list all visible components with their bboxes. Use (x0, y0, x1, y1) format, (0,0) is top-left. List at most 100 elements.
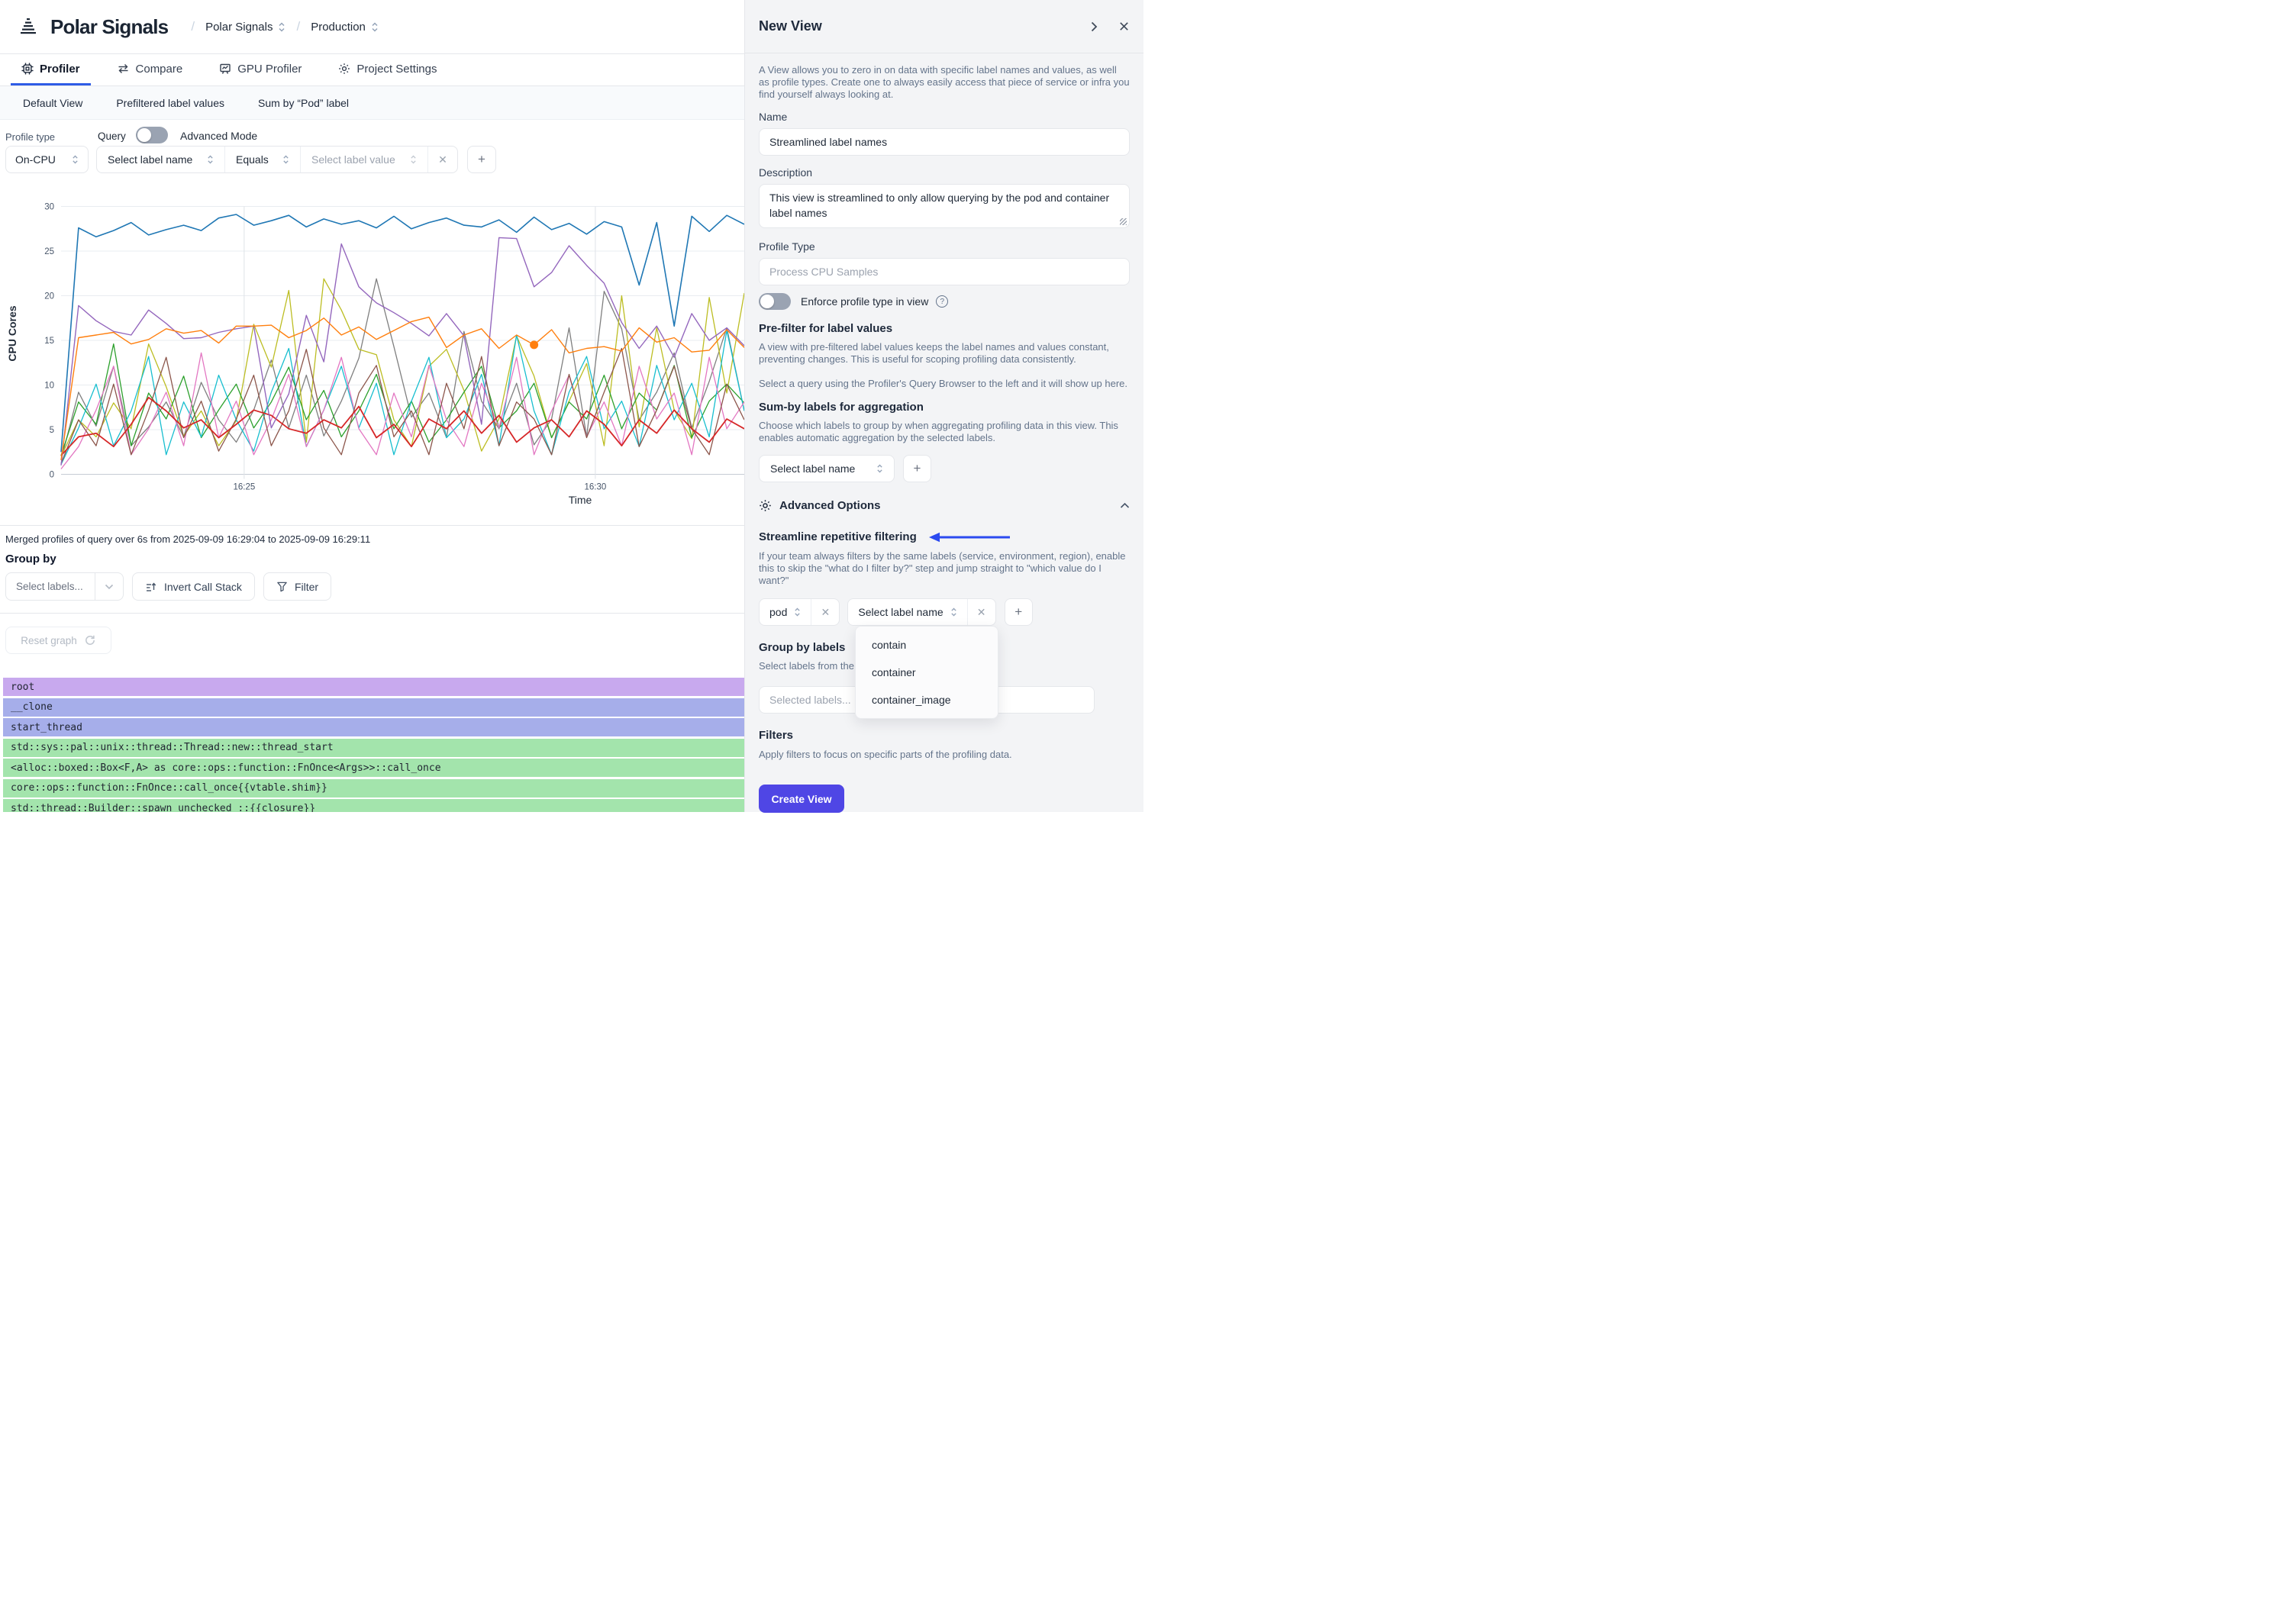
views-subtabbar: Default View Prefiltered label values Su… (0, 86, 744, 120)
close-icon (1120, 22, 1128, 31)
org-selector[interactable]: Polar Signals (205, 21, 285, 34)
filter-button[interactable]: Filter (263, 572, 332, 601)
name-label: Name (759, 111, 788, 123)
description-textarea[interactable]: This view is streamlined to only allow q… (759, 184, 1130, 228)
advanced-mode-label: Advanced Mode (180, 130, 258, 142)
svg-text:15: 15 (44, 337, 54, 346)
enforce-profile-type-label: Enforce profile type in view (801, 295, 929, 308)
label-name-select[interactable]: Select label name (97, 147, 225, 172)
project-name: Production (311, 20, 366, 34)
compare-icon (118, 64, 128, 73)
cpu-usage-chart[interactable]: 0 5 10 15 20 25 30 16:25 16:30 CPU Cores Time (0, 195, 744, 534)
subtab-prefiltered-label-values[interactable]: Prefiltered label values (116, 96, 224, 109)
panel-title: New View (759, 18, 822, 34)
tab-label: Compare (135, 62, 183, 76)
remove-matcher-button[interactable]: ✕ (438, 153, 447, 166)
profile-type-select[interactable]: On-CPU (5, 146, 89, 173)
invert-call-stack-label: Invert Call Stack (164, 580, 242, 593)
flame-row[interactable]: root (3, 678, 744, 696)
new-view-panel: New View A View allows you to zero in on… (744, 0, 1144, 813)
flame-row[interactable]: std::thread::Builder::spawn_unchecked_::… (3, 799, 744, 812)
section-divider (0, 613, 744, 614)
add-matcher-button[interactable]: + (467, 146, 496, 173)
close-panel-button[interactable] (1118, 21, 1130, 32)
chevron-down-icon[interactable] (95, 573, 123, 600)
profile-type-value: On-CPU (15, 153, 56, 166)
tab-gpu-profiler[interactable]: GPU Profiler (208, 54, 312, 85)
flame-row[interactable]: core::ops::function::FnOnce::call_once{{… (3, 778, 744, 798)
label-name-dropdown: contain container container_image (855, 626, 998, 719)
streamline-add-button[interactable]: + (1004, 598, 1033, 626)
tab-compare[interactable]: Compare (106, 54, 194, 85)
profile-type-input[interactable]: Process CPU Samples (759, 258, 1130, 285)
svg-text:5: 5 (50, 426, 54, 435)
dropdown-option[interactable]: contain (872, 639, 907, 651)
invert-call-stack-button[interactable]: Invert Call Stack (132, 572, 255, 601)
polar-signals-logo[interactable]: Polar Signals (17, 14, 169, 40)
collapse-panel-button[interactable] (1088, 21, 1100, 33)
enforce-profile-type-toggle[interactable] (759, 293, 791, 310)
query-row: On-CPU Select label name Equals Select l… (5, 146, 496, 173)
sort-chevrons-icon (279, 21, 285, 32)
panel-intro-text: A View allows you to zero in on data wit… (759, 64, 1130, 100)
sumby-label-select[interactable]: Select label name (759, 455, 895, 482)
flame-row[interactable]: <alloc::boxed::Box<F,A> as core::ops::fu… (3, 759, 744, 777)
tab-profiler[interactable]: Profiler (11, 54, 91, 85)
metrics-line-chart[interactable]: 0 5 10 15 20 25 30 16:25 16:30 (0, 195, 744, 534)
svg-text:10: 10 (44, 382, 54, 391)
query-label: Query (98, 130, 126, 142)
help-icon[interactable]: ? (936, 295, 949, 308)
remove-pod-button[interactable]: ✕ (811, 599, 839, 625)
description-label: Description (759, 166, 813, 179)
prefilter-title: Pre-filter for label values (759, 322, 893, 335)
name-input[interactable]: Streamlined label names (759, 128, 1130, 156)
merged-profiles-status: Merged profiles of query over 6s from 20… (5, 533, 371, 545)
select-labels-dropdown[interactable]: Select labels... (5, 572, 124, 601)
funnel-icon (277, 582, 287, 592)
label-value-placeholder: Select label value (311, 153, 395, 166)
pod-select[interactable]: pod (760, 599, 811, 625)
project-selector[interactable]: Production (311, 21, 379, 34)
create-view-button[interactable]: Create View (759, 785, 844, 813)
tab-label: Project Settings (356, 62, 437, 76)
y-axis-title: CPU Cores (6, 305, 18, 362)
sort-chevrons-icon (950, 607, 956, 617)
label-value-select[interactable]: Select label value (301, 147, 428, 172)
flame-row[interactable]: std::sys::pal::unix::thread::Thread::new… (3, 738, 744, 757)
dropdown-option[interactable]: container_image (872, 694, 951, 706)
streamline-label-select[interactable]: Select label name (848, 599, 966, 625)
advanced-options-toggle[interactable]: Advanced Options (759, 499, 1130, 512)
profile-type-label: Profile Type (759, 240, 815, 253)
sort-chevrons-icon (372, 21, 378, 32)
label-matcher-group: Select label name Equals Select label va… (96, 146, 458, 173)
remove-label-button[interactable]: ✕ (966, 599, 995, 625)
chevron-up-icon (1120, 502, 1130, 508)
filter-chip-new: Select label name ✕ (847, 598, 996, 626)
streamline-heading-row: Streamline repetitive filtering (759, 530, 1130, 543)
groupby-labels-title: Group by labels (759, 641, 846, 654)
sort-chevrons-icon (283, 155, 289, 164)
breadcrumb: / Polar Signals / Production (180, 19, 379, 34)
filters-title: Filters (759, 729, 794, 742)
advanced-mode-toggle[interactable] (136, 127, 168, 143)
sumby-add-button[interactable]: + (903, 455, 931, 482)
operator-select[interactable]: Equals (225, 147, 301, 172)
dropdown-option[interactable]: container (872, 666, 916, 678)
streamline-filter-row: pod ✕ Select label name ✕ + (759, 598, 1130, 626)
subtab-default-view[interactable]: Default View (23, 96, 83, 109)
streamline-title: Streamline repetitive filtering (759, 530, 917, 543)
enforce-profile-type-row: Enforce profile type in view ? (759, 293, 1130, 310)
breadcrumb-separator: / (296, 19, 301, 34)
groupby-labels-text: Select labels from the (759, 660, 855, 672)
reset-graph-button[interactable]: Reset graph (5, 627, 111, 654)
flame-row[interactable]: start_thread (3, 718, 744, 736)
svg-text:16:25: 16:25 (233, 483, 255, 492)
tab-project-settings[interactable]: Project Settings (327, 54, 447, 85)
subtab-sum-by-pod-label[interactable]: Sum by “Pod” label (257, 96, 350, 109)
reset-graph-label: Reset graph (21, 634, 77, 646)
sumby-select-placeholder: Select label name (770, 462, 856, 475)
gear-icon (760, 500, 771, 511)
operator-value: Equals (236, 153, 269, 166)
flame-row[interactable]: __clone (3, 698, 744, 717)
resize-handle[interactable] (1120, 218, 1127, 225)
